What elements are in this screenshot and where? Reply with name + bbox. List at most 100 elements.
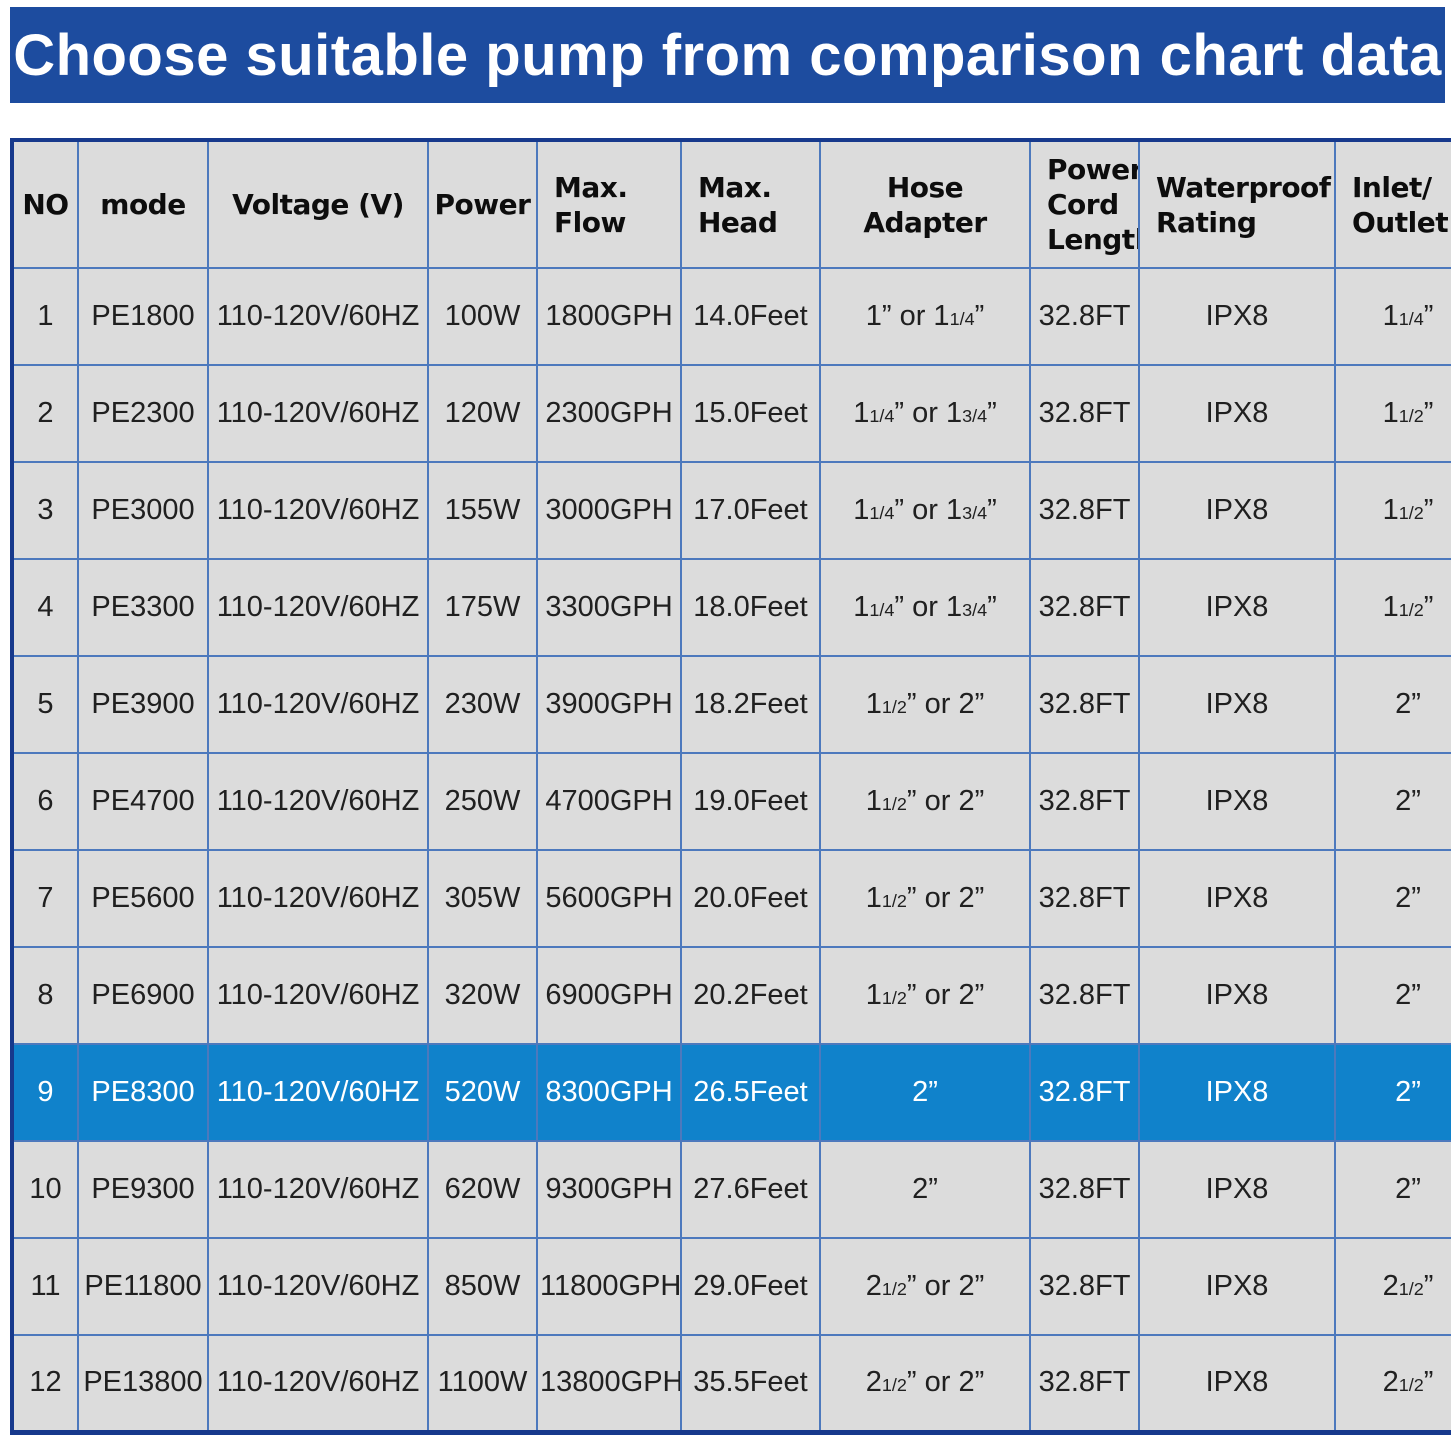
cell-mode: PE6900 bbox=[77, 946, 209, 1045]
cell-no: 11 bbox=[11, 1237, 79, 1336]
page-title: Choose suitable pump from comparison cha… bbox=[13, 22, 1442, 88]
fraction-text: 1/2 bbox=[1398, 406, 1424, 426]
cell-mode: PE1800 bbox=[77, 267, 209, 366]
cell-voltage: 110-120V/60HZ bbox=[207, 558, 429, 657]
cell-no: 5 bbox=[11, 655, 79, 754]
cell-inlet_outlet: 2” bbox=[1334, 752, 1451, 851]
cell-hose_adapter: 2” bbox=[819, 1140, 1031, 1239]
cell-max_flow: 11800GPH bbox=[536, 1237, 682, 1336]
cell-inlet_outlet: 21/2” bbox=[1334, 1334, 1451, 1433]
fraction-text: 1/2 bbox=[881, 891, 907, 911]
cell-hose_adapter: 2” bbox=[819, 1043, 1031, 1142]
cell-hose_adapter: 1” or 11/4” bbox=[819, 267, 1031, 366]
cell-no: 6 bbox=[11, 752, 79, 851]
cell-power: 120W bbox=[427, 364, 538, 463]
cell-max_flow: 3300GPH bbox=[536, 558, 682, 657]
table-row: 11 PE11800 110-120V/60HZ 850W 11800GPH 29.0Fe… bbox=[11, 1237, 1451, 1336]
table-row: 2 PE2300 110-120V/60HZ 120W 2300GPH 15.0Feet 1… bbox=[11, 364, 1451, 463]
column-header-mode: mode bbox=[77, 139, 209, 269]
cell-hose_adapter: 11/2” or 2” bbox=[819, 849, 1031, 948]
table-row: 5 PE3900 110-120V/60HZ 230W 3900GPH 18.2Feet 1… bbox=[11, 655, 1451, 754]
cell-hose_adapter: 11/4” or 13/4” bbox=[819, 558, 1031, 657]
cell-waterproof_rating: IPX8 bbox=[1138, 461, 1336, 560]
cell-voltage: 110-120V/60HZ bbox=[207, 461, 429, 560]
cell-max_flow: 6900GPH bbox=[536, 946, 682, 1045]
cell-waterproof_rating: IPX8 bbox=[1138, 1140, 1336, 1239]
cell-inlet_outlet: 2” bbox=[1334, 1043, 1451, 1142]
fraction-text: 1/4 bbox=[949, 309, 975, 329]
cell-inlet_outlet: 11/2” bbox=[1334, 461, 1451, 560]
fraction-text: 1/2 bbox=[881, 794, 907, 814]
cell-power: 175W bbox=[427, 558, 538, 657]
cell-power_cord_length: 32.8FT bbox=[1029, 1334, 1140, 1433]
table-row: 4 PE3300 110-120V/60HZ 175W 3300GPH 18.0Feet 1… bbox=[11, 558, 1451, 657]
cell-waterproof_rating: IPX8 bbox=[1138, 1043, 1336, 1142]
title-banner: Choose suitable pump from comparison cha… bbox=[10, 7, 1445, 103]
cell-max_head: 29.0Feet bbox=[680, 1237, 821, 1336]
cell-waterproof_rating: IPX8 bbox=[1138, 655, 1336, 754]
cell-power: 230W bbox=[427, 655, 538, 754]
fraction-text: 1/4 bbox=[869, 503, 895, 523]
cell-max_flow: 5600GPH bbox=[536, 849, 682, 948]
cell-power: 320W bbox=[427, 946, 538, 1045]
fraction-text: 1/2 bbox=[881, 697, 907, 717]
cell-mode: PE5600 bbox=[77, 849, 209, 948]
cell-inlet_outlet: 2” bbox=[1334, 849, 1451, 948]
fraction-text: 1/2 bbox=[881, 1375, 907, 1396]
cell-no: 8 bbox=[11, 946, 79, 1045]
fraction-text: 3/4 bbox=[962, 406, 988, 426]
cell-max_flow: 1800GPH bbox=[536, 267, 682, 366]
fraction-text: 1/2 bbox=[881, 1279, 907, 1299]
cell-hose_adapter: 11/4” or 13/4” bbox=[819, 364, 1031, 463]
cell-power_cord_length: 32.8FT bbox=[1029, 752, 1140, 851]
cell-no: 1 bbox=[11, 267, 79, 366]
cell-hose_adapter: 11/2” or 2” bbox=[819, 655, 1031, 754]
fraction-text: 1/2 bbox=[1398, 503, 1424, 523]
cell-waterproof_rating: IPX8 bbox=[1138, 558, 1336, 657]
cell-voltage: 110-120V/60HZ bbox=[207, 364, 429, 463]
cell-hose_adapter: 11/4” or 13/4” bbox=[819, 461, 1031, 560]
cell-voltage: 110-120V/60HZ bbox=[207, 655, 429, 754]
cell-inlet_outlet: 21/2” bbox=[1334, 1237, 1451, 1336]
cell-voltage: 110-120V/60HZ bbox=[207, 1237, 429, 1336]
column-header-no: NO bbox=[11, 139, 79, 269]
table-row: 3 PE3000 110-120V/60HZ 155W 3000GPH 17.0Feet 1… bbox=[11, 461, 1451, 560]
cell-power_cord_length: 32.8FT bbox=[1029, 1140, 1140, 1239]
cell-no: 4 bbox=[11, 558, 79, 657]
cell-max_head: 18.2Feet bbox=[680, 655, 821, 754]
table-row: 9 PE8300 110-120V/60HZ 520W 8300GPH 26.5Feet 2… bbox=[11, 1043, 1451, 1142]
cell-hose_adapter: 11/2” or 2” bbox=[819, 752, 1031, 851]
column-header-power-cord-length: Power Cord Length bbox=[1029, 139, 1140, 269]
cell-voltage: 110-120V/60HZ bbox=[207, 1043, 429, 1142]
cell-waterproof_rating: IPX8 bbox=[1138, 946, 1336, 1045]
cell-max_head: 18.0Feet bbox=[680, 558, 821, 657]
table-row: 8 PE6900 110-120V/60HZ 320W 6900GPH 20.2Feet 1… bbox=[11, 946, 1451, 1045]
cell-inlet_outlet: 2” bbox=[1334, 655, 1451, 754]
cell-max_flow: 3000GPH bbox=[536, 461, 682, 560]
cell-max_flow: 9300GPH bbox=[536, 1140, 682, 1239]
cell-waterproof_rating: IPX8 bbox=[1138, 849, 1336, 948]
cell-voltage: 110-120V/60HZ bbox=[207, 752, 429, 851]
cell-power: 850W bbox=[427, 1237, 538, 1336]
cell-max_flow: 4700GPH bbox=[536, 752, 682, 851]
cell-no: 3 bbox=[11, 461, 79, 560]
table-row: 6 PE4700 110-120V/60HZ 250W 4700GPH 19.0Feet 1… bbox=[11, 752, 1451, 851]
cell-power: 520W bbox=[427, 1043, 538, 1142]
cell-no: 2 bbox=[11, 364, 79, 463]
column-header-voltage: Voltage (V) bbox=[207, 139, 429, 269]
cell-hose_adapter: 11/2” or 2” bbox=[819, 946, 1031, 1045]
fraction-text: 3/4 bbox=[962, 600, 988, 620]
cell-max_flow: 13800GPH bbox=[536, 1334, 682, 1433]
column-header-hose-adapter: Hose Adapter bbox=[819, 139, 1031, 269]
cell-mode: PE4700 bbox=[77, 752, 209, 851]
cell-mode: PE3000 bbox=[77, 461, 209, 560]
cell-mode: PE8300 bbox=[77, 1043, 209, 1142]
column-header-max-head: Max. Head bbox=[680, 139, 821, 269]
cell-mode: PE11800 bbox=[77, 1237, 209, 1336]
cell-inlet_outlet: 11/4” bbox=[1334, 267, 1451, 366]
cell-hose_adapter: 21/2” or 2” bbox=[819, 1237, 1031, 1336]
cell-power: 250W bbox=[427, 752, 538, 851]
cell-max_flow: 2300GPH bbox=[536, 364, 682, 463]
cell-waterproof_rating: IPX8 bbox=[1138, 267, 1336, 366]
column-header-power: Power bbox=[427, 139, 538, 269]
